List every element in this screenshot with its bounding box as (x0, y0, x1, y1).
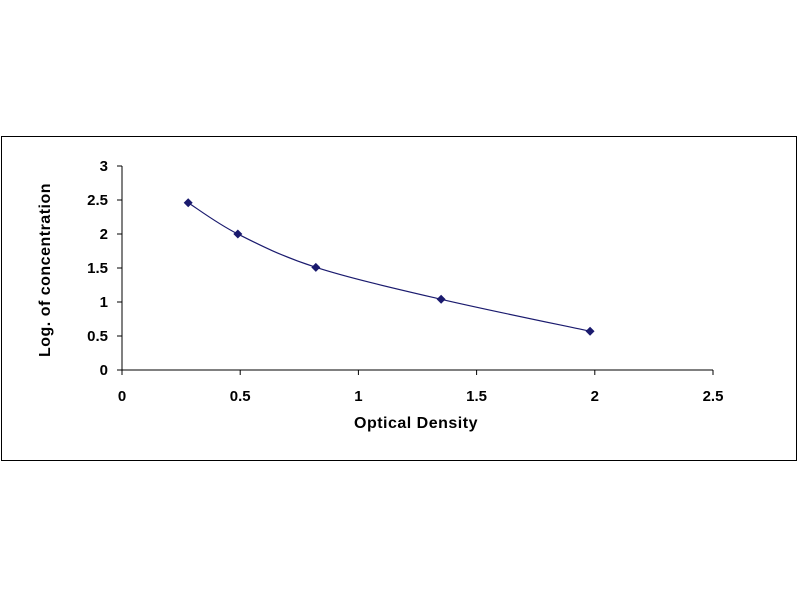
series (183, 198, 595, 336)
chart-frame (1, 136, 797, 461)
data-point (585, 326, 595, 336)
x-tick-label: 1 (354, 388, 362, 405)
data-point (436, 294, 446, 304)
data-point (233, 229, 243, 239)
y-tick-label: 1 (100, 294, 108, 311)
axes (121, 166, 713, 371)
y-tick-label: 2 (100, 226, 108, 243)
y-tick-label: 2.5 (87, 192, 108, 209)
x-tick-label: 2.5 (703, 388, 724, 405)
y-tick-label: 3 (100, 158, 108, 175)
y-tick-label: 1.5 (87, 260, 108, 277)
data-point (183, 198, 193, 208)
ticks: 0 0.5 1 1.5 2 2.5 3 0 0.5 1 1.5 2 2.5 (87, 158, 723, 405)
x-axis-title: Optical Density (354, 415, 478, 432)
y-tick-label: 0 (100, 362, 108, 379)
x-tick-label: 2 (591, 388, 599, 405)
series-line (187, 202, 591, 332)
data-point (311, 262, 321, 272)
x-tick-label: 1.5 (466, 388, 487, 405)
x-tick-label: 0 (118, 388, 126, 405)
y-tick-label: 0.5 (87, 328, 108, 345)
y-axis-title: Log. of concentration (37, 183, 54, 357)
x-tick-label: 0.5 (230, 388, 251, 405)
